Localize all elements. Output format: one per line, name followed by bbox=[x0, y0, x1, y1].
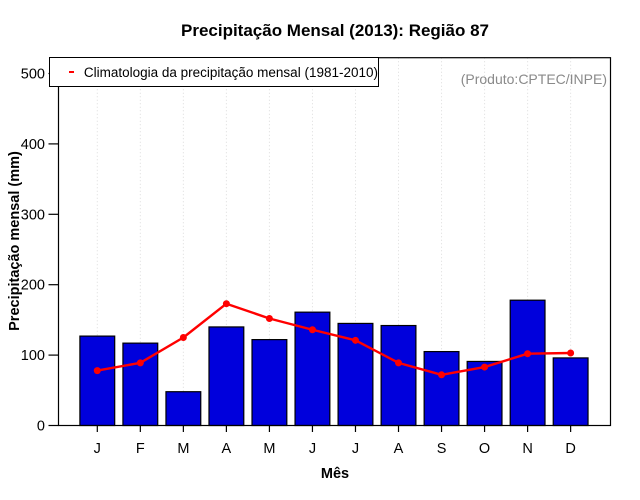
bar bbox=[509, 299, 546, 427]
chart-title: Precipitação Mensal (2013): Região 87 bbox=[180, 21, 490, 40]
bar bbox=[251, 339, 288, 427]
legend-line-sample-icon bbox=[69, 71, 74, 73]
bar bbox=[165, 391, 202, 427]
climatology-point bbox=[265, 314, 273, 322]
y-tick-label: 400 bbox=[21, 137, 45, 153]
y-tick-label: 200 bbox=[21, 278, 45, 294]
climatology-line bbox=[97, 302, 571, 377]
climatology-point bbox=[351, 336, 359, 344]
bar bbox=[380, 324, 417, 427]
x-tick-label: S bbox=[437, 441, 447, 457]
x-tick-label: J bbox=[352, 441, 359, 457]
climatology-point bbox=[308, 326, 316, 334]
legend-label: Climatologia da precipitação mensal (198… bbox=[83, 64, 378, 80]
climatology-point bbox=[481, 363, 489, 371]
x-tick-label: F bbox=[136, 441, 145, 457]
producer-annotation: (Produto:CPTEC/INPE) bbox=[460, 71, 607, 87]
bar bbox=[79, 335, 116, 427]
climatology-point bbox=[438, 371, 446, 379]
bar bbox=[552, 357, 589, 427]
y-tick-label: 500 bbox=[21, 67, 45, 83]
climatology-point bbox=[524, 350, 532, 358]
x-tick-label: N bbox=[522, 441, 532, 457]
x-tick-label: M bbox=[177, 441, 189, 457]
climatology-point bbox=[136, 359, 144, 367]
x-tick-label: J bbox=[94, 441, 101, 457]
x-tick-label: A bbox=[394, 441, 404, 457]
climatology-point bbox=[222, 300, 230, 308]
bar bbox=[466, 360, 503, 427]
x-tick-label: O bbox=[479, 441, 490, 457]
y-tick-label: 0 bbox=[37, 419, 45, 435]
bar bbox=[208, 326, 245, 427]
bar bbox=[423, 350, 460, 427]
climatology-point bbox=[395, 359, 403, 367]
climatology-point bbox=[93, 367, 101, 375]
climatology-point bbox=[567, 349, 575, 357]
x-axis-title: Mês bbox=[320, 466, 350, 482]
x-tick-label: A bbox=[222, 441, 232, 457]
y-tick-label: 300 bbox=[21, 207, 45, 223]
x-tick-label: J bbox=[309, 441, 316, 457]
x-tick-label: D bbox=[565, 441, 575, 457]
y-tick-label: 100 bbox=[21, 348, 45, 364]
x-tick-label: M bbox=[263, 441, 275, 457]
legend: Climatologia da precipitação mensal (198… bbox=[49, 57, 379, 87]
climatology-point bbox=[179, 334, 187, 341]
